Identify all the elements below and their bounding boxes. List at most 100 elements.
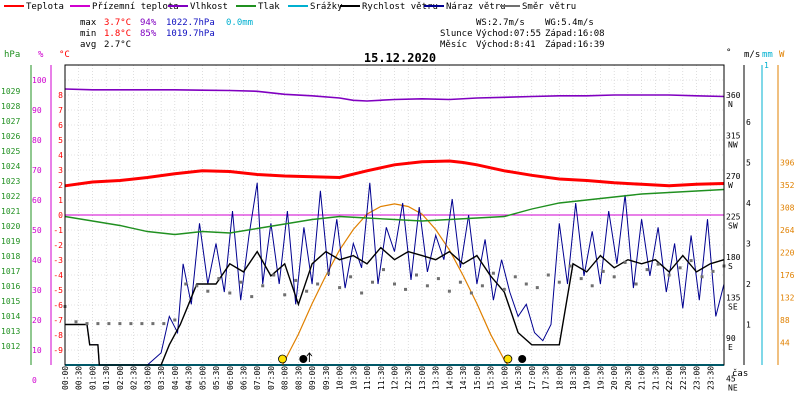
left-axes: 1029102810271026102510241023102210211020… xyxy=(1,65,63,385)
time-tick-label: 00:00 xyxy=(61,366,70,390)
time-tick-label: 01:30 xyxy=(102,366,111,390)
legend: Teplota Přízemní teplota Vlhkost Tlak Sr… xyxy=(4,2,576,12)
pressure-line xyxy=(64,188,725,236)
time-tick-label: 23:30 xyxy=(706,366,715,390)
percent-tick-label: 40 xyxy=(32,256,42,265)
wm2-tick-label: 88 xyxy=(780,316,790,325)
wind-direction-point xyxy=(217,277,221,281)
celsius-tick-label: 3 xyxy=(58,166,63,175)
time-tick-label: 18:30 xyxy=(569,366,578,390)
legend-naraz-vetru: Náraz větru xyxy=(446,2,506,12)
wind-direction-point xyxy=(535,286,539,290)
hpa-tick-label: 1020 xyxy=(1,222,20,231)
wind-direction-point xyxy=(634,282,638,286)
hpa-tick-label: 1017 xyxy=(1,267,20,276)
wind-direction-point xyxy=(239,280,243,284)
wind-direction-point xyxy=(601,269,605,273)
wind-direction-point xyxy=(579,277,583,281)
wind-direction-point xyxy=(283,293,287,297)
direction-tick-label: 135 xyxy=(726,294,741,303)
wind-direction-point xyxy=(305,289,309,293)
time-tick-label: 20:30 xyxy=(624,366,633,390)
time-tick-label: 20:00 xyxy=(610,366,619,390)
wind-direction-point xyxy=(447,289,451,293)
ms-tick-label: 6 xyxy=(746,118,751,127)
hpa-tick-label: 1019 xyxy=(1,237,20,246)
direction-tick-label: 180 xyxy=(726,253,741,262)
direction-tick-label: 360 xyxy=(726,91,741,100)
moon-label: Měsíc xyxy=(440,40,467,50)
wind-direction-point xyxy=(711,269,715,273)
summary-max-rain: 0.0mm xyxy=(226,18,253,28)
direction-name-label: NW xyxy=(728,141,738,150)
chart-title: 15.12.2020 xyxy=(364,51,436,65)
summary-max-hum: 94% xyxy=(140,18,157,28)
wind-direction-point xyxy=(612,275,616,279)
ms-tick-label: 5 xyxy=(746,159,751,168)
direction-name-label: S xyxy=(728,262,733,271)
direction-name-label: NE xyxy=(728,384,738,393)
percent-axis-unit: % xyxy=(38,50,44,60)
time-tick-label: 13:00 xyxy=(418,366,427,390)
wind-direction-point xyxy=(338,286,342,290)
hpa-tick-label: 1027 xyxy=(1,117,20,126)
wind-direction-point xyxy=(645,268,649,272)
summary-max-label: max xyxy=(80,18,97,28)
axis-units: hPa % °C ° m/s mm W čas xyxy=(4,48,785,379)
direction-tick-label: 270 xyxy=(726,172,741,181)
time-tick-label: 11:30 xyxy=(377,366,386,390)
hpa-tick-label: 1022 xyxy=(1,192,20,201)
hpa-tick-label: 1018 xyxy=(1,252,20,261)
wind-direction-point xyxy=(140,322,144,326)
summary-avg-temp: 2.7°C xyxy=(104,40,131,50)
wind-speed-line xyxy=(65,246,725,366)
wind-direction-point xyxy=(360,291,364,295)
celsius-tick-label: 4 xyxy=(58,151,63,160)
summary-max-press: 1022.7hPa xyxy=(166,18,215,28)
direction-name-label: E xyxy=(728,343,733,352)
wind-direction-point xyxy=(129,322,133,326)
summary-min-press: 1019.7hPa xyxy=(166,29,215,39)
legend-teplota: Teplota xyxy=(26,2,64,12)
wind-direction-point xyxy=(425,284,429,288)
wind-direction-point xyxy=(502,287,506,291)
wind-direction-point xyxy=(623,260,627,264)
temperature-line xyxy=(64,159,725,188)
sun-set: Západ:16:08 xyxy=(545,29,605,39)
time-tick-label: 10:30 xyxy=(349,366,358,390)
wind-direction-point xyxy=(250,295,254,299)
mm-tick-label: 1 xyxy=(764,61,769,70)
ms-tick-label: 3 xyxy=(746,240,751,249)
time-tick-label: 09:30 xyxy=(322,366,331,390)
direction-name-label: SE xyxy=(728,303,738,312)
wind-direction-point xyxy=(294,278,298,282)
celsius-tick-label: -5 xyxy=(53,286,63,295)
time-tick-label: 16:00 xyxy=(500,366,509,390)
wind-direction-point xyxy=(678,266,682,270)
wind-direction-point xyxy=(557,280,561,284)
hpa-tick-label: 1015 xyxy=(1,297,20,306)
humidity-line xyxy=(64,88,725,102)
wind-direction-point xyxy=(656,262,660,266)
time-tick-label: 17:30 xyxy=(542,366,551,390)
percent-tick-label: 20 xyxy=(32,316,42,325)
wind-direction-point xyxy=(382,268,385,272)
percent-tick-label: 0 xyxy=(32,376,37,385)
wind-direction-point xyxy=(184,282,188,286)
percent-tick-label: 70 xyxy=(32,166,42,175)
arrow-up-icon xyxy=(306,352,313,362)
time-tick-label: 10:00 xyxy=(336,366,345,390)
time-tick-label: 15:30 xyxy=(487,366,496,390)
wind-direction-point xyxy=(546,273,550,277)
hpa-tick-label: 1021 xyxy=(1,207,20,216)
time-tick-label: 07:30 xyxy=(267,366,276,390)
sunrise-icon xyxy=(278,354,287,364)
time-tick-label: 15:00 xyxy=(473,366,482,390)
celsius-tick-label: -2 xyxy=(53,241,63,250)
sun-rise: Východ:07:55 xyxy=(476,29,541,39)
hpa-tick-label: 1023 xyxy=(1,177,20,186)
time-tick-label: 08:00 xyxy=(281,366,290,390)
direction-tick-label: 225 xyxy=(726,213,741,222)
